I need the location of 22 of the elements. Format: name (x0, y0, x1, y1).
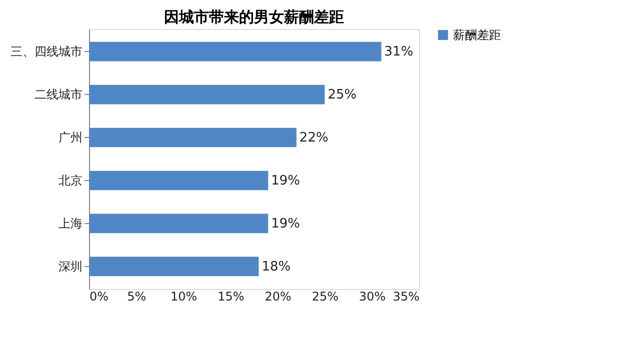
x-tick-label: 0% (90, 290, 109, 304)
x-tick-label: 15% (218, 290, 244, 304)
y-tick-label: 三、四线城市 (10, 44, 82, 59)
x-tick-label: 30% (359, 290, 386, 304)
legend-label: 薪酬差距 (453, 28, 501, 42)
x-tick-label: 10% (170, 290, 198, 304)
x-tick-label: 35% (392, 290, 420, 304)
data-label: 22% (299, 130, 328, 146)
x-tick-label: 5% (127, 290, 146, 304)
y-tick-label: 北京 (58, 173, 82, 188)
y-tick-label: 广州 (58, 130, 82, 145)
y-tick-label: 二线城市 (34, 88, 82, 102)
data-label: 19% (271, 173, 300, 188)
y-tick-label: 深圳 (58, 259, 82, 274)
x-tick-label: 20% (264, 290, 292, 304)
y-tick-label: 上海 (58, 216, 82, 230)
x-tick-label: 25% (312, 290, 339, 304)
data-label: 18% (262, 259, 291, 274)
data-label: 31% (384, 44, 414, 60)
data-label: 19% (271, 216, 300, 232)
chart-title: 因城市带来的男女薪酬差距 (164, 8, 344, 26)
data-label: 25% (328, 88, 357, 103)
